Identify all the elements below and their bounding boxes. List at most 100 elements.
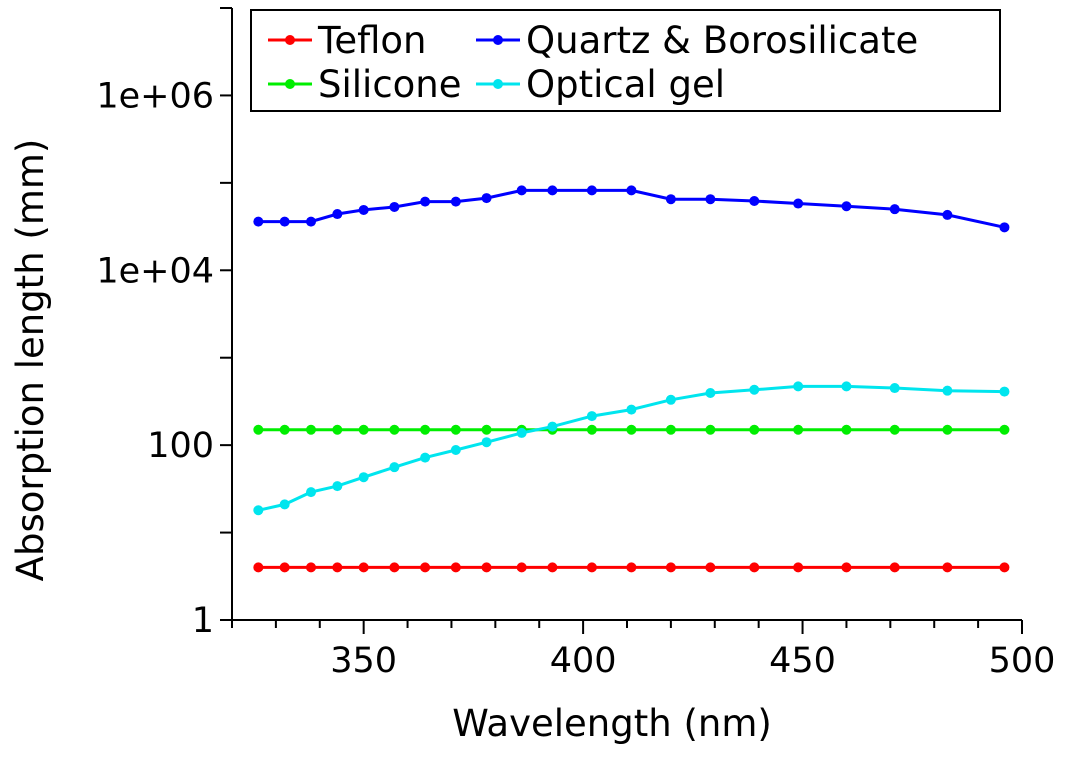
- legend: Teflon Quartz & Borosilicate Silicone Optic…: [250, 9, 1001, 112]
- data-point: [705, 387, 716, 398]
- data-point: [889, 383, 900, 394]
- data-point: [516, 427, 527, 438]
- data-point: [749, 562, 760, 573]
- data-point: [306, 562, 316, 573]
- data-point: [389, 424, 400, 435]
- data-point: [332, 209, 343, 220]
- data-point: [420, 196, 431, 207]
- data-point: [942, 209, 953, 220]
- x-tick-label: 350: [330, 641, 397, 681]
- data-point: [547, 421, 558, 432]
- data-point: [481, 193, 492, 204]
- data-point: [358, 424, 369, 435]
- data-point: [665, 562, 676, 573]
- data-point: [749, 424, 760, 435]
- data-point: [889, 424, 900, 435]
- data-point: [793, 198, 804, 209]
- data-point: [841, 381, 852, 392]
- legend-box: [250, 9, 1001, 112]
- data-point: [547, 562, 558, 573]
- x-tick-label: 450: [769, 641, 836, 681]
- data-point: [481, 562, 492, 573]
- data-point: [332, 424, 343, 435]
- series-quartz-borosilicate: [253, 185, 1010, 233]
- y-tick-label: 1: [192, 601, 214, 641]
- data-point: [942, 424, 953, 435]
- legend-label: Teflon: [317, 19, 426, 62]
- data-point: [389, 462, 400, 473]
- data-point: [889, 204, 900, 215]
- data-point: [420, 452, 431, 463]
- data-point: [253, 505, 264, 516]
- data-point: [841, 562, 852, 573]
- data-point: [665, 194, 676, 205]
- data-point: [306, 487, 316, 498]
- data-point: [389, 201, 400, 212]
- data-point: [841, 201, 852, 212]
- data-point: [279, 499, 290, 510]
- data-point: [450, 444, 461, 455]
- data-point: [665, 424, 676, 435]
- data-point: [450, 424, 461, 435]
- data-point: [547, 185, 558, 196]
- data-point: [358, 562, 369, 573]
- legend-item: Silicone: [268, 63, 462, 106]
- data-point: [358, 204, 369, 215]
- data-point: [279, 424, 290, 435]
- data-point: [420, 562, 431, 573]
- data-point: [389, 562, 400, 573]
- data-point: [586, 185, 597, 196]
- legend-swatch-marker: [285, 35, 295, 45]
- data-point: [279, 562, 290, 573]
- legend-label: Silicone: [318, 63, 462, 106]
- series-optical-gel: [253, 381, 1010, 516]
- data-point: [749, 196, 760, 207]
- series-silicone: [253, 424, 1010, 435]
- data-point: [586, 562, 597, 573]
- data-point: [516, 185, 527, 196]
- data-point: [306, 424, 316, 435]
- data-point: [626, 404, 637, 415]
- legend-swatch-marker: [493, 79, 503, 89]
- data-point: [450, 196, 461, 207]
- data-point: [793, 381, 804, 392]
- x-tick-label: 500: [989, 641, 1056, 681]
- data-point: [942, 385, 953, 396]
- y-tick-label: 1e+06: [96, 76, 214, 116]
- data-point: [481, 424, 492, 435]
- axes-layer: 1 100 1e+04 1e+06 350 400 450 500: [96, 7, 1056, 681]
- data-point: [999, 386, 1010, 397]
- data-point: [889, 562, 900, 573]
- data-point: [420, 424, 431, 435]
- data-point: [705, 194, 716, 205]
- data-point: [358, 472, 369, 483]
- data-point: [793, 424, 804, 435]
- data-point: [793, 562, 804, 573]
- data-point: [586, 424, 597, 435]
- data-point: [841, 424, 852, 435]
- legend-item: Optical gel: [476, 63, 725, 106]
- x-axis-title: Wavelength (nm): [452, 702, 772, 745]
- data-point: [450, 562, 461, 573]
- data-point: [999, 222, 1010, 233]
- data-point: [306, 216, 316, 227]
- data-point: [626, 562, 637, 573]
- data-point: [665, 394, 676, 405]
- data-point: [516, 562, 527, 573]
- legend-item: Teflon: [268, 19, 426, 62]
- data-point: [705, 562, 716, 573]
- legend-swatch-marker: [285, 79, 295, 89]
- x-tick-label: 400: [550, 641, 617, 681]
- data-point: [626, 185, 637, 196]
- legend-label: Optical gel: [526, 63, 725, 106]
- data-point: [999, 562, 1010, 573]
- data-point: [942, 562, 953, 573]
- data-point: [332, 481, 343, 492]
- data-point: [999, 424, 1010, 435]
- data-point: [332, 562, 343, 573]
- data-point: [481, 437, 492, 448]
- data-point: [279, 216, 290, 227]
- data-point: [749, 384, 760, 395]
- y-tick-label: 100: [147, 426, 214, 466]
